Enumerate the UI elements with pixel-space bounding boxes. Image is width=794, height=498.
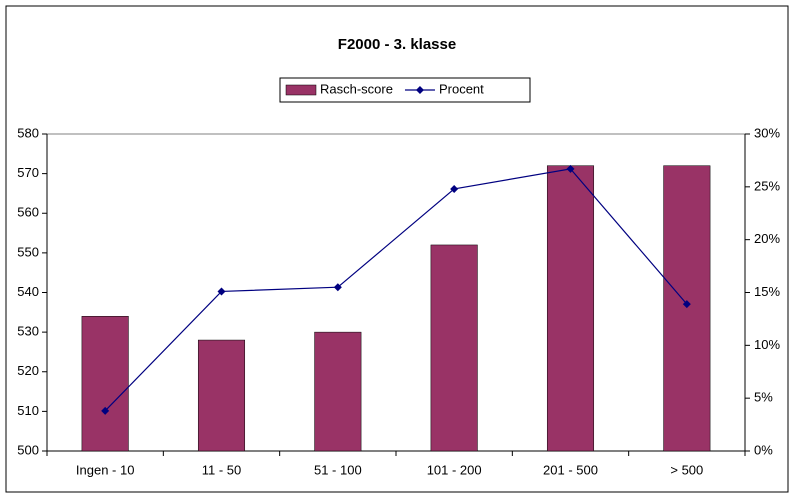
y-tick-label: 530 (17, 324, 39, 339)
y-tick-label: 510 (17, 403, 39, 418)
bar (81, 316, 129, 452)
legend-label: Procent (439, 81, 484, 96)
y2-tick-label: 15% (754, 284, 780, 299)
bar (197, 339, 246, 452)
y-tick-label: 520 (17, 363, 39, 378)
marker (566, 164, 575, 173)
x-tick-label: > 500 (670, 462, 703, 477)
y2-tick-label: 10% (754, 337, 780, 352)
y2-tick-label: 30% (754, 125, 780, 140)
y-tick-label: 580 (17, 125, 39, 140)
y-tick-label: 500 (17, 442, 39, 457)
y2-tick-label: 25% (754, 178, 780, 193)
bar (430, 244, 478, 452)
line (104, 168, 688, 412)
x-tick-label: 51 - 100 (314, 462, 362, 477)
bar (546, 165, 595, 452)
legend-marker (415, 86, 424, 94)
y-tick-label: 550 (17, 244, 39, 259)
x-tick-label: 101 - 200 (427, 462, 482, 477)
x-tick-label: Ingen - 10 (76, 462, 135, 477)
bar (314, 331, 362, 452)
y2-tick-label: 5% (754, 390, 773, 405)
marker (101, 406, 110, 415)
bar (663, 165, 711, 452)
legend-swatch (285, 84, 317, 96)
marker (682, 300, 691, 309)
y-tick-label: 540 (17, 284, 39, 299)
y-tick-label: 570 (17, 165, 39, 180)
x-tick-label: 201 - 500 (543, 462, 598, 477)
legend-label: Rasch-score (320, 81, 393, 96)
marker (450, 184, 459, 193)
plot-area (46, 133, 746, 452)
marker (333, 283, 342, 292)
x-tick-label: 11 - 50 (202, 462, 242, 477)
marker (217, 287, 226, 296)
y-tick-label: 560 (17, 205, 39, 220)
y2-tick-label: 0% (754, 442, 773, 457)
y2-tick-label: 20% (754, 231, 780, 246)
chart-title: F2000 - 3. klasse (338, 36, 456, 53)
